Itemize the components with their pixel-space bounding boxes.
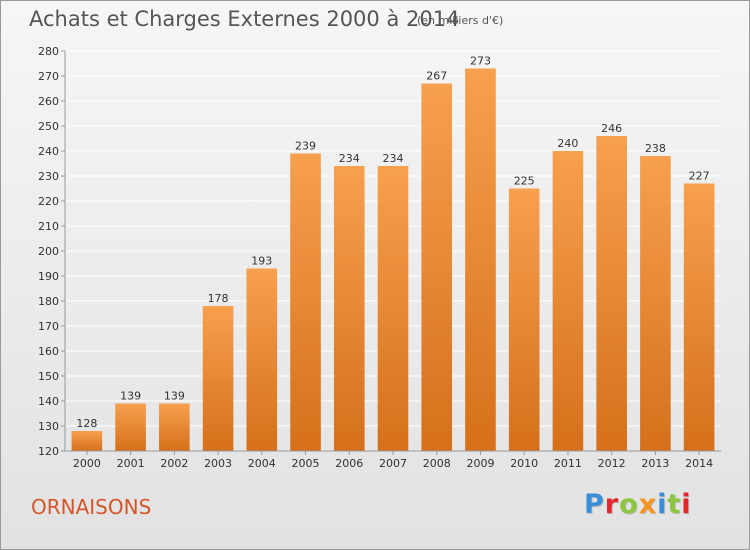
y-tick-label: 230 (38, 170, 59, 183)
data-label: 273 (470, 55, 491, 68)
y-tick-label: 150 (38, 370, 59, 383)
chart-subtitle: (en milliers d'€) (417, 14, 504, 27)
y-tick-label: 210 (38, 220, 59, 233)
proxiti-logo-letter: t (667, 489, 682, 520)
x-tick-label: 2002 (160, 457, 188, 470)
x-tick-label: 2006 (335, 457, 363, 470)
data-label: 234 (383, 152, 404, 165)
x-tick-label: 2009 (466, 457, 494, 470)
chart-title: Achats et Charges Externes 2000 à 2014 (29, 7, 460, 31)
data-label: 193 (251, 255, 272, 268)
bar (246, 268, 278, 451)
x-tick-label: 2007 (379, 457, 407, 470)
bar (552, 151, 584, 451)
bars: 128 139 139 178 193 239 234 234 267 273 225 240 246 2… (71, 55, 715, 451)
x-tick-label: 2010 (510, 457, 538, 470)
data-label: 178 (208, 292, 229, 305)
y-tick-label: 250 (38, 120, 59, 133)
data-label: 246 (601, 122, 622, 135)
axes: 120 130 140 150 160 170 180 190 200 210 220 230 240 2… (38, 45, 721, 470)
bar (683, 183, 715, 451)
x-tick-label: 2013 (641, 457, 669, 470)
data-label: 267 (426, 70, 447, 83)
y-tick-label: 270 (38, 70, 59, 83)
y-tick-label: 120 (38, 445, 59, 458)
bar (71, 431, 103, 451)
data-label: 225 (514, 175, 535, 188)
y-tick-label: 260 (38, 95, 59, 108)
proxiti-logo-letter: i (681, 489, 692, 520)
x-tick-label: 2005 (292, 457, 320, 470)
y-tick-label: 130 (38, 420, 59, 433)
y-tick-label: 190 (38, 270, 59, 283)
y-tick-label: 220 (38, 195, 59, 208)
y-tick-label: 170 (38, 320, 59, 333)
y-tick-label: 280 (38, 45, 59, 58)
y-tick-label: 160 (38, 345, 59, 358)
bar (333, 166, 365, 451)
data-label: 234 (339, 152, 360, 165)
data-label: 139 (120, 390, 141, 403)
bar (596, 136, 627, 451)
x-tick-label: 2003 (204, 457, 232, 470)
x-tick-label: 2014 (685, 457, 713, 470)
x-tick-label: 2001 (117, 457, 145, 470)
data-label: 240 (557, 137, 578, 150)
bar (465, 68, 496, 451)
proxiti-logo-letter: r (604, 489, 620, 520)
x-tick-label: 2008 (423, 457, 451, 470)
proxiti-logo-letter: P (584, 489, 605, 520)
bar (290, 153, 321, 451)
data-label: 227 (689, 170, 710, 183)
data-label: 239 (295, 140, 316, 153)
y-tick-label: 240 (38, 145, 59, 158)
x-tick-label: 2012 (598, 457, 626, 470)
proxiti-logo-letter: x (638, 489, 658, 520)
y-tick-label: 180 (38, 295, 59, 308)
bar (115, 403, 146, 451)
bar (202, 306, 234, 451)
proxiti-logo: Proxiti (584, 489, 692, 520)
data-label: 238 (645, 142, 666, 155)
data-label: 128 (76, 417, 97, 430)
bar (421, 83, 453, 451)
x-tick-label: 2000 (73, 457, 101, 470)
proxiti-logo-letter: i (657, 489, 668, 520)
commune-name: ORNAISONS (31, 495, 152, 519)
proxiti-logo-letter: o (619, 489, 639, 520)
bar (159, 403, 190, 451)
bar (640, 156, 671, 451)
x-tick-label: 2004 (248, 457, 276, 470)
y-tick-label: 140 (38, 395, 59, 408)
y-tick-label: 200 (38, 245, 59, 258)
data-label: 139 (164, 390, 185, 403)
x-tick-label: 2011 (554, 457, 582, 470)
bar (508, 188, 540, 451)
bar (377, 166, 409, 451)
